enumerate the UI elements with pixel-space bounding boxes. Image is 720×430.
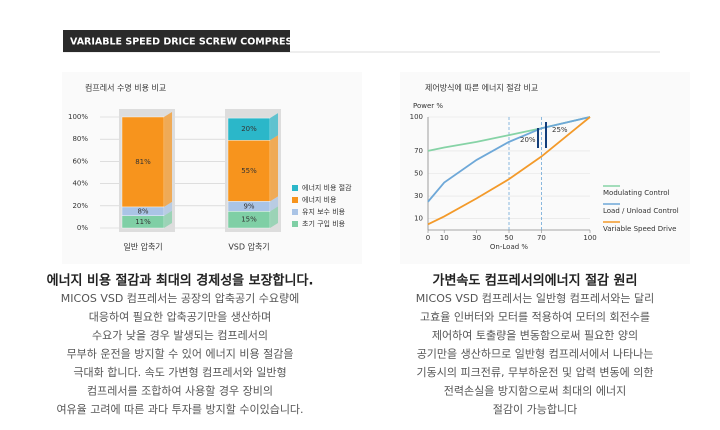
- data-label: 20%: [241, 125, 257, 133]
- paragraph-line: MICOS VSD 컴프레서는 일반형 컴프레서와는 달리: [416, 291, 654, 305]
- x-tick-label: 일반 압축기: [123, 243, 162, 252]
- left-panel: [62, 72, 362, 264]
- series-line: [427, 116, 591, 203]
- header-title: VARIABLE SPEED DRICE SCREW COMPRESSOR: [70, 37, 315, 48]
- paragraph-line: 공기만을 생산하므로 일반형 컴프레서에서 나타나는: [417, 347, 654, 361]
- paragraph-line: 수요가 낮을 경우 발생되는 컴프레서의: [92, 329, 268, 342]
- x-tick-label: 70: [537, 234, 546, 242]
- legend-label: 에너지 비용 절감: [302, 183, 352, 192]
- bar-side: [270, 113, 278, 141]
- y-tick-label: 70: [414, 147, 423, 155]
- paragraph-line: 대응하여 필요한 압축공기만을 생산하며: [89, 310, 272, 324]
- x-tick-label: VSD 압축기: [228, 243, 269, 252]
- annotation: 20%: [520, 136, 536, 144]
- x-tick-label: 30: [472, 234, 481, 242]
- y-tick-label: 10: [414, 215, 423, 223]
- data-label: 8%: [137, 207, 148, 215]
- paragraph-line: 고효율 인버터와 모터를 적용하여 모터의 회전수를: [420, 310, 650, 324]
- legend-swatch: [292, 197, 298, 203]
- y-tick-label: 80%: [72, 135, 88, 143]
- legend-label: 유지 보수 비용: [302, 207, 346, 216]
- paragraph-line: 극대화 합니다. 속도 가변형 컴프레서와 일반형: [73, 365, 286, 379]
- bar-side: [270, 206, 278, 228]
- bar-side: [164, 210, 172, 228]
- right-panel: [400, 72, 690, 264]
- legend-label: 에너지 비용: [302, 195, 337, 204]
- data-label: 81%: [135, 158, 151, 166]
- x-tick-label: 50: [505, 234, 514, 242]
- data-label: 15%: [241, 216, 257, 224]
- legend-swatch: [292, 221, 298, 227]
- legend-label: Variable Speed Drive: [603, 225, 676, 233]
- y-axis-label: Power %: [413, 102, 443, 110]
- section-heading: 가변속도 컴프레서의에너지 절감 원리: [433, 273, 638, 289]
- legend-swatch: [292, 209, 298, 215]
- legend-label: Modulating Control: [603, 189, 670, 197]
- x-tick-label: 10: [440, 234, 449, 242]
- x-tick-label: 100: [583, 234, 596, 242]
- series-line: [427, 116, 591, 226]
- y-tick-label: 40%: [72, 180, 88, 188]
- chart-title: 제어방식에 따른 에너지 절감 비교: [425, 83, 538, 93]
- data-label: 55%: [241, 167, 257, 175]
- y-tick-label: 100%: [68, 113, 88, 121]
- header-banner: [63, 30, 290, 52]
- paragraph-line: 전력손실을 방지함으로써 최대의 에너지: [444, 385, 627, 398]
- paragraph-line: 무부하 운전을 방지할 수 있어 에너지 비용 절감을: [67, 347, 294, 361]
- paragraph-line: 제어하여 토출량을 변동함으로써 필요한 양의: [432, 328, 638, 342]
- y-tick-label: 100: [410, 113, 423, 121]
- bar-side: [270, 135, 278, 202]
- y-tick-label: 60%: [72, 157, 88, 165]
- legend-label: 초기 구입 비용: [302, 219, 346, 228]
- data-label: 11%: [135, 218, 151, 226]
- paragraph-line: 컴프레서를 조합하여 사용할 경우 장비의: [87, 384, 273, 398]
- annotation: 25%: [552, 126, 568, 134]
- y-tick-label: 0%: [77, 224, 88, 232]
- paragraph-line: 기동시의 피크전류, 무부하운전 및 압력 변동에 의한: [417, 365, 654, 379]
- x-tick-label: 0: [426, 234, 430, 242]
- y-tick-label: 20%: [72, 202, 88, 210]
- legend-label: Load / Unload Control: [603, 207, 679, 215]
- bar-side: [164, 201, 172, 216]
- data-label: 9%: [243, 202, 254, 210]
- section-heading: 에너지 비용 절감과 최대의 경제성을 보장합니다.: [47, 273, 314, 289]
- paragraph-line: 여유율 고려에 따른 과다 투자를 방지할 수이있습니다.: [56, 403, 303, 416]
- bar-segment: [121, 116, 165, 208]
- y-tick-label: 30: [414, 192, 423, 200]
- paragraph-line: 절감이 가능합니다: [493, 403, 577, 416]
- chart-title: 컴프레서 수명 비용 비교: [85, 83, 166, 93]
- y-tick-label: 50: [414, 170, 423, 178]
- x-axis-label: On-Load %: [490, 243, 528, 251]
- legend-swatch: [292, 185, 298, 191]
- bar-side: [270, 196, 278, 212]
- paragraph-line: MICOS VSD 컴프레서는 공장의 압축공기 수요량에: [61, 292, 299, 305]
- bar-side: [164, 112, 172, 207]
- bar-segment: [227, 140, 271, 202]
